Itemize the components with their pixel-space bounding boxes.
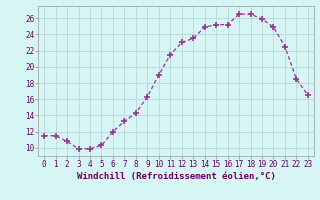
X-axis label: Windchill (Refroidissement éolien,°C): Windchill (Refroidissement éolien,°C) <box>76 172 276 181</box>
